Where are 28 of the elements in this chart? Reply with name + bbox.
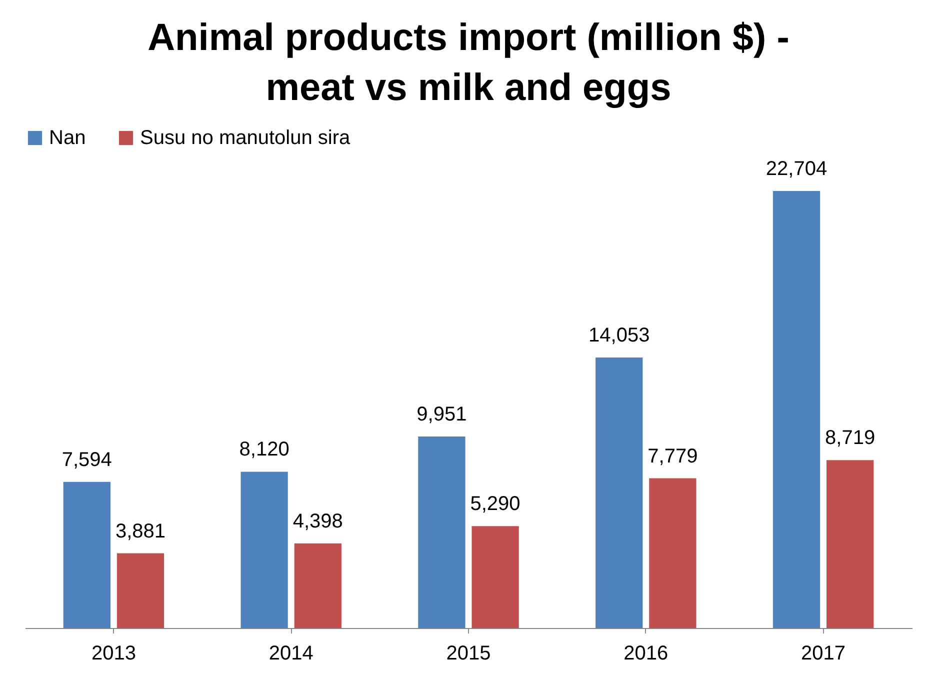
data-label: 14,053 [588,324,650,346]
bar [116,553,164,628]
bar [240,472,288,628]
bar [596,357,643,628]
bar [472,526,519,628]
bar [63,482,110,628]
x-tick-label: 2017 [801,642,846,664]
data-label: 8,120 [239,438,290,461]
x-tick-label: 2013 [91,642,136,664]
bar [772,190,820,628]
data-label: 3,881 [115,520,166,542]
x-tick-label: 2015 [446,642,491,664]
bar [649,478,696,628]
bar [294,543,342,628]
data-label: 22,704 [766,158,828,180]
x-tick-label: 2014 [268,642,314,664]
legend-label: Nan [49,127,86,149]
bar [826,460,874,628]
data-label: 4,398 [292,510,343,532]
data-label: 7,779 [648,445,698,468]
data-label: 8,719 [825,427,876,450]
data-label: 9,951 [416,403,467,426]
legend-label: Susu no manutolun sira [140,127,352,149]
data-label: 5,290 [470,493,520,516]
bar [418,436,466,628]
x-tick-label: 2016 [624,642,668,664]
chart-title: Animal products import (million $) - meat vs milk and eggs [148,17,790,109]
data-label: 7,594 [62,448,112,471]
